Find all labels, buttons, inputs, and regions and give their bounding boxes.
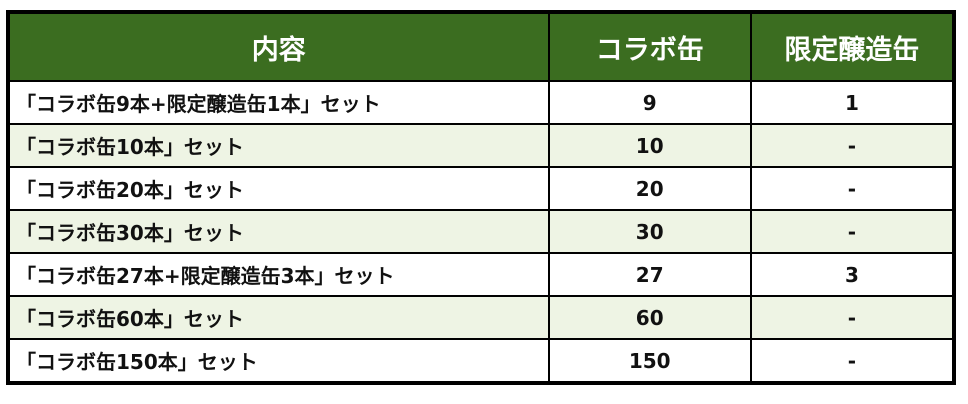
table-row: 「コラボ缶30本」セット 30 -: [7, 209, 956, 254]
collab-count: 150: [547, 338, 752, 384]
set-name: 「コラボ缶30本」セット: [7, 209, 550, 254]
limited-count: -: [749, 295, 956, 340]
limited-count: -: [749, 209, 956, 254]
collab-count: 30: [547, 209, 752, 254]
set-name: 「コラボ缶27本+限定醸造缶3本」セット: [7, 252, 550, 297]
limited-count: 1: [749, 80, 956, 125]
set-name: 「コラボ缶10本」セット: [7, 123, 550, 168]
header-collab-can: コラボ缶: [547, 11, 752, 82]
table-row: 「コラボ缶60本」セット 60 -: [7, 295, 956, 340]
collab-count: 10: [547, 123, 752, 168]
table-row: 「コラボ缶20本」セット 20 -: [7, 166, 956, 211]
set-name: 「コラボ缶20本」セット: [7, 166, 550, 211]
table-row: 「コラボ缶27本+限定醸造缶3本」セット 27 3: [7, 252, 956, 297]
collab-count: 27: [547, 252, 752, 297]
collab-count: 9: [547, 80, 752, 125]
table-row: 「コラボ缶9本+限定醸造缶1本」セット 9 1: [7, 80, 956, 125]
limited-count: -: [749, 166, 956, 211]
header-contents: 内容: [7, 11, 550, 82]
collab-count: 20: [547, 166, 752, 211]
set-contents-table: 内容 コラボ缶 限定醸造缶 「コラボ缶9本+限定醸造缶1本」セット 9 1 「コ…: [6, 10, 956, 385]
set-name: 「コラボ缶9本+限定醸造缶1本」セット: [7, 80, 550, 125]
set-name: 「コラボ缶60本」セット: [7, 295, 550, 340]
set-name: 「コラボ缶150本」セット: [7, 338, 550, 384]
collab-count: 60: [547, 295, 752, 340]
table-row: 「コラボ缶150本」セット 150 -: [7, 338, 956, 384]
limited-count: -: [749, 338, 956, 384]
header-row: 内容 コラボ缶 限定醸造缶: [7, 11, 956, 82]
limited-count: -: [749, 123, 956, 168]
header-limited-can: 限定醸造缶: [749, 11, 956, 82]
table-row: 「コラボ缶10本」セット 10 -: [7, 123, 956, 168]
limited-count: 3: [749, 252, 956, 297]
